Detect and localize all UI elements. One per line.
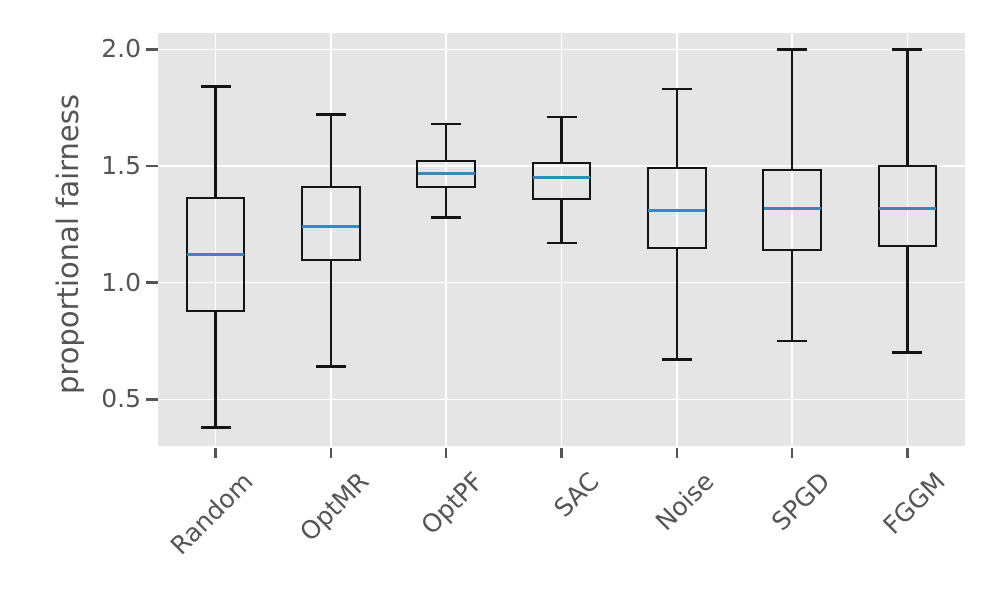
whisker-lower-random: [214, 310, 217, 428]
y-tick-label: 1.5: [101, 151, 141, 180]
whisker-cap-low-noise: [661, 358, 692, 361]
y-tick-mark: [146, 281, 158, 284]
box-optmr: [301, 185, 361, 261]
x-tick-mark: [214, 448, 217, 458]
x-tick-label-optmr: OptMR: [293, 466, 375, 547]
box-optpf: [416, 160, 476, 189]
whisker-cap-low-optmr: [315, 365, 346, 368]
box-fggm: [877, 164, 938, 247]
whisker-upper-optmr: [329, 114, 333, 187]
x-tick-label-optpf: OptPF: [415, 466, 490, 540]
x-tick-mark: [560, 448, 563, 458]
x-gridline: [791, 33, 793, 446]
median-optmr: [302, 225, 360, 229]
whisker-upper-sac: [560, 117, 563, 164]
whisker-cap-low-spgd: [777, 339, 808, 343]
median-spgd: [763, 206, 821, 210]
box-random: [185, 197, 246, 312]
whisker-cap-high-fggm: [892, 48, 923, 51]
whisker-upper-fggm: [906, 49, 909, 166]
whisker-lower-fggm: [906, 245, 909, 353]
y-tick-label: 2.0: [101, 34, 141, 64]
x-gridline: [330, 33, 332, 446]
x-tick-label-noise: Noise: [650, 466, 720, 537]
box-sac: [531, 162, 592, 200]
whisker-cap-high-optpf: [431, 122, 462, 126]
box-noise: [647, 167, 707, 249]
x-tick-mark: [444, 448, 448, 458]
x-tick-mark: [906, 448, 909, 458]
y-axis-label: proportional fairness: [51, 94, 85, 394]
whisker-cap-low-fggm: [892, 351, 923, 354]
y-tick-label: 1.0: [101, 267, 141, 297]
x-tick-label-spgd: SPGD: [765, 466, 836, 537]
whisker-cap-high-noise: [661, 87, 692, 91]
x-tick-label-random: Random: [165, 466, 259, 561]
x-gridline: [214, 33, 217, 446]
y-tick-mark: [146, 48, 158, 51]
x-tick-label-sac: SAC: [548, 466, 605, 523]
whisker-cap-high-sac: [546, 115, 577, 119]
whisker-lower-spgd: [790, 250, 794, 341]
whisker-cap-high-spgd: [777, 48, 808, 51]
median-random: [187, 253, 245, 257]
box-spgd: [762, 169, 822, 252]
whisker-cap-high-optmr: [315, 113, 346, 116]
whisker-upper-optpf: [444, 124, 448, 162]
y-tick-mark: [146, 164, 158, 168]
x-tick-mark: [329, 448, 333, 458]
y-tick-label: 0.5: [101, 384, 141, 414]
whisker-lower-noise: [675, 247, 679, 360]
whisker-lower-optmr: [329, 259, 333, 367]
whisker-cap-low-sac: [546, 241, 577, 245]
x-tick-mark: [675, 448, 679, 458]
median-sac: [533, 176, 590, 180]
x-tick-label-fggm: FGGM: [877, 466, 951, 540]
median-optpf: [417, 171, 475, 175]
whisker-upper-noise: [675, 89, 679, 169]
x-gridline: [676, 33, 678, 446]
x-gridline: [445, 33, 447, 446]
whisker-lower-sac: [560, 198, 563, 243]
whisker-cap-low-optpf: [431, 216, 462, 219]
whisker-upper-random: [214, 86, 217, 199]
whisker-upper-spgd: [790, 49, 794, 171]
whisker-cap-low-random: [200, 426, 231, 429]
median-fggm: [878, 206, 936, 210]
whisker-lower-optpf: [444, 187, 448, 218]
x-tick-mark: [790, 448, 794, 458]
x-gridline: [906, 33, 909, 446]
median-noise: [648, 208, 706, 212]
y-tick-mark: [146, 398, 158, 401]
whisker-cap-high-random: [200, 85, 231, 88]
